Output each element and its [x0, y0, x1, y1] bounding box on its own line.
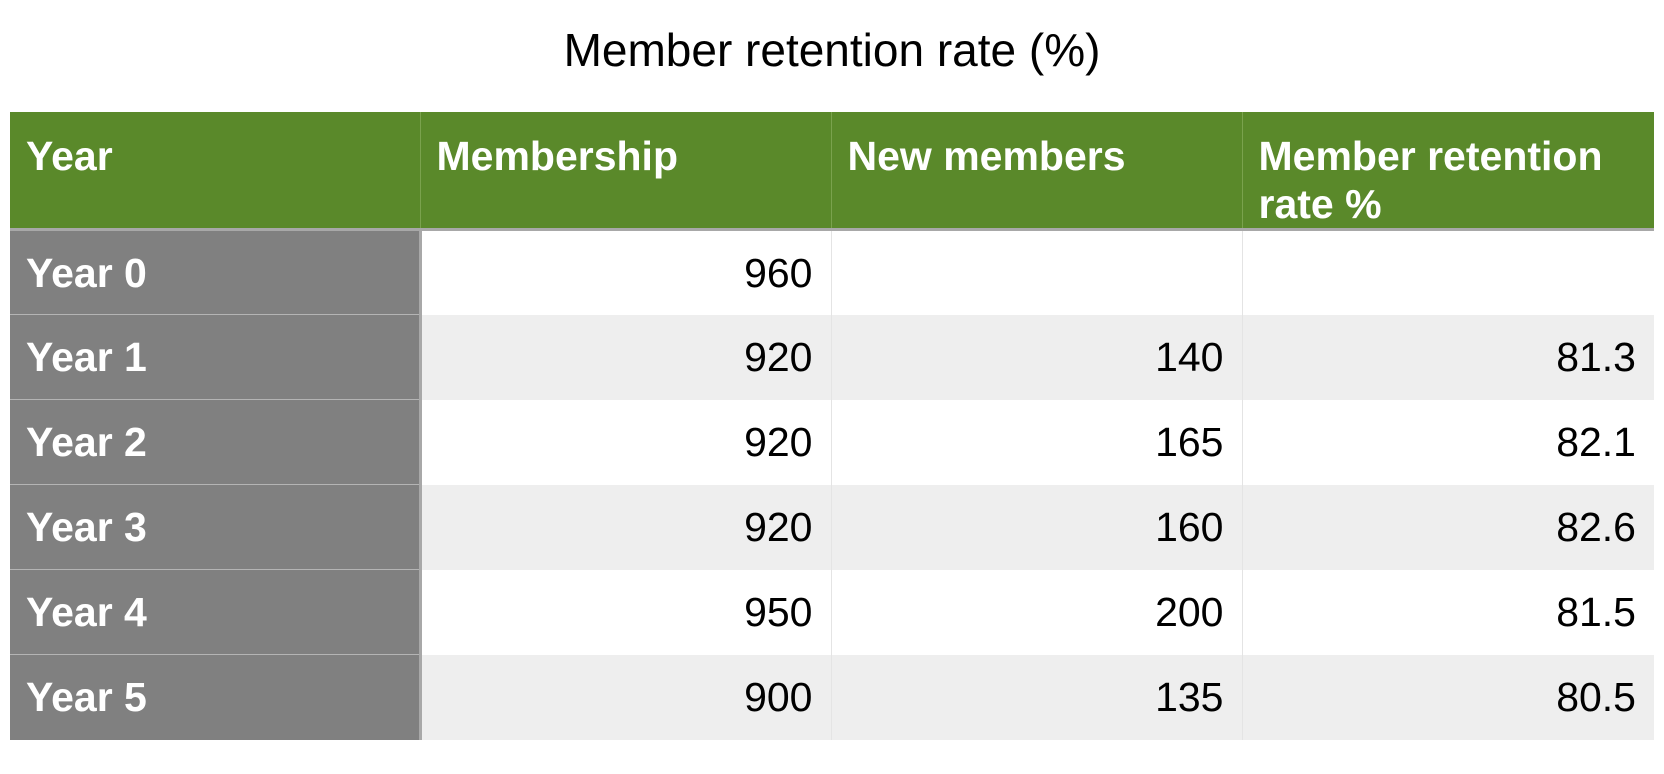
new-members-cell	[830, 229, 1242, 315]
row-header-year: Year 1	[10, 314, 422, 400]
column-header-year: Year	[10, 112, 420, 231]
row-header-year: Year 3	[10, 484, 422, 570]
membership-cell: 960	[419, 229, 831, 315]
new-members-cell: 200	[830, 569, 1242, 655]
membership-cell: 920	[419, 314, 831, 400]
row-header-year: Year 2	[10, 399, 422, 485]
retention-rate-cell: 81.3	[1241, 314, 1654, 400]
table-row: Year 2 920 165 82.1	[10, 399, 1654, 485]
retention-rate-cell: 82.6	[1241, 484, 1654, 570]
membership-cell: 920	[419, 484, 831, 570]
row-header-year: Year 5	[10, 654, 422, 740]
row-header-year: Year 0	[10, 229, 422, 315]
retention-rate-cell	[1241, 229, 1654, 315]
column-header-retention-rate: Member retention rate %	[1241, 112, 1654, 231]
new-members-cell: 135	[830, 654, 1242, 740]
table-row: Year 1 920 140 81.3	[10, 314, 1654, 400]
membership-cell: 950	[419, 569, 831, 655]
table-row: Year 4 950 200 81.5	[10, 569, 1654, 655]
new-members-cell: 165	[830, 399, 1242, 485]
membership-cell: 900	[419, 654, 831, 740]
retention-table: Year Membership New members Member reten…	[10, 112, 1654, 740]
membership-cell: 920	[419, 399, 831, 485]
table-row: Year 5 900 135 80.5	[10, 654, 1654, 740]
table-row: Year 3 920 160 82.6	[10, 484, 1654, 570]
row-header-year: Year 4	[10, 569, 422, 655]
retention-rate-cell: 81.5	[1241, 569, 1654, 655]
new-members-cell: 160	[830, 484, 1242, 570]
retention-rate-cell: 80.5	[1241, 654, 1654, 740]
column-header-membership: Membership	[419, 112, 831, 231]
chart-title: Member retention rate (%)	[563, 24, 1101, 76]
table-row: Year 0 960	[10, 229, 1654, 315]
retention-rate-cell: 82.1	[1241, 399, 1654, 485]
header-row: Year Membership New members Member reten…	[10, 112, 1654, 231]
column-header-new-members: New members	[830, 112, 1242, 231]
new-members-cell: 140	[830, 314, 1242, 400]
